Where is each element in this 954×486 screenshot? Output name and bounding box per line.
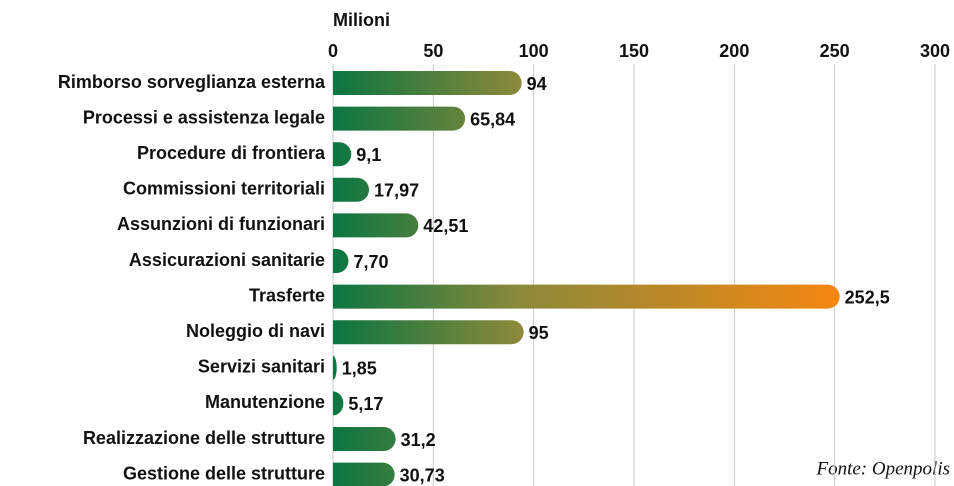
category-label: Trasferte <box>249 285 325 305</box>
x-tick-label: 250 <box>820 41 850 61</box>
bar <box>333 284 840 309</box>
bar <box>333 177 370 202</box>
x-tick-label: 100 <box>519 41 549 61</box>
value-label: 1,85 <box>342 359 377 379</box>
value-label: 94 <box>527 74 547 94</box>
x-tick-label: 200 <box>719 41 749 61</box>
category-label: Commissioni territoriali <box>123 179 325 199</box>
bar <box>333 320 524 345</box>
bar <box>333 427 396 451</box>
x-tick-label: 150 <box>619 41 649 61</box>
value-label: 9,1 <box>356 145 381 165</box>
value-label: 5,17 <box>348 394 383 414</box>
category-label: Procedure di frontiera <box>137 143 326 163</box>
category-label: Realizzazione delle strutture <box>83 428 325 448</box>
x-tick-label: 300 <box>920 41 950 61</box>
bar <box>333 106 466 131</box>
category-label: Assunzioni di funzionari <box>117 214 325 234</box>
source: Fonte: Openpolis <box>815 458 950 479</box>
category-label: Servizi sanitari <box>198 357 325 377</box>
value-label: 30,73 <box>400 465 445 485</box>
bar <box>333 462 395 486</box>
value-label: 95 <box>529 323 549 343</box>
bar <box>333 355 337 380</box>
bar <box>333 71 522 95</box>
bar <box>333 249 349 273</box>
category-label: Assicurazioni sanitarie <box>129 250 325 270</box>
category-label: Rimborso sorveglianza esterna <box>58 72 326 92</box>
x-tick-label: 0 <box>328 41 338 61</box>
category-label: Manutenzione <box>205 392 325 412</box>
axis-label: Milioni <box>333 10 390 30</box>
value-label: 31,2 <box>401 430 436 450</box>
value-label: 42,51 <box>423 216 468 236</box>
x-tick-label: 50 <box>423 41 443 61</box>
bar <box>333 391 344 416</box>
value-label: 252,5 <box>845 287 890 307</box>
category-label: Gestione delle strutture <box>123 463 325 483</box>
value-label: 17,97 <box>374 181 419 201</box>
bar <box>333 142 352 167</box>
category-label: Processi e assistenza legale <box>83 107 325 127</box>
value-label: 7,70 <box>353 252 388 272</box>
category-label: Noleggio di navi <box>186 321 325 341</box>
bar <box>333 213 419 238</box>
value-label: 65,84 <box>470 109 515 129</box>
